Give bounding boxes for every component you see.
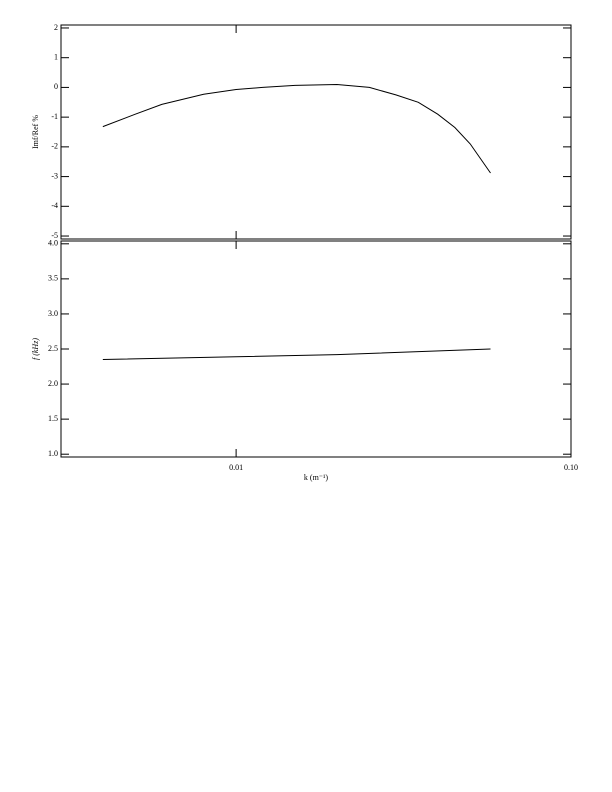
- y-tick-label: 1.0: [48, 449, 58, 458]
- x-tick-label: 0.01: [229, 463, 243, 472]
- y-tick-label: 0: [54, 82, 58, 91]
- y-tick-label: 4.0: [48, 239, 58, 248]
- y-tick-label: 3.5: [48, 274, 58, 283]
- x-axis-label: k (m⁻¹): [304, 473, 329, 482]
- y-tick-label: -2: [51, 142, 58, 151]
- line: [102, 83, 491, 174]
- y-tick-label: 2.5: [48, 344, 58, 353]
- y-tick-label: 3.0: [48, 309, 58, 318]
- x-tick-label: 0.10: [564, 463, 578, 472]
- y-tick-label: -5: [51, 231, 58, 240]
- y-tick-label: -3: [51, 171, 58, 180]
- y-tick-label: 2.0: [48, 379, 58, 388]
- y-axis-label: f (kHz): [31, 338, 40, 360]
- y-axis-label: Imf/Ref %: [31, 115, 40, 149]
- y-tick-label: -4: [51, 201, 58, 210]
- y-tick-label: 1.5: [48, 414, 58, 423]
- plot-frame: [60, 240, 572, 458]
- line: [102, 348, 491, 361]
- y-tick-label: 1: [54, 53, 58, 62]
- y-tick-label: 2: [54, 23, 58, 32]
- y-tick-label: -1: [51, 112, 58, 121]
- plot-frame: [60, 24, 572, 240]
